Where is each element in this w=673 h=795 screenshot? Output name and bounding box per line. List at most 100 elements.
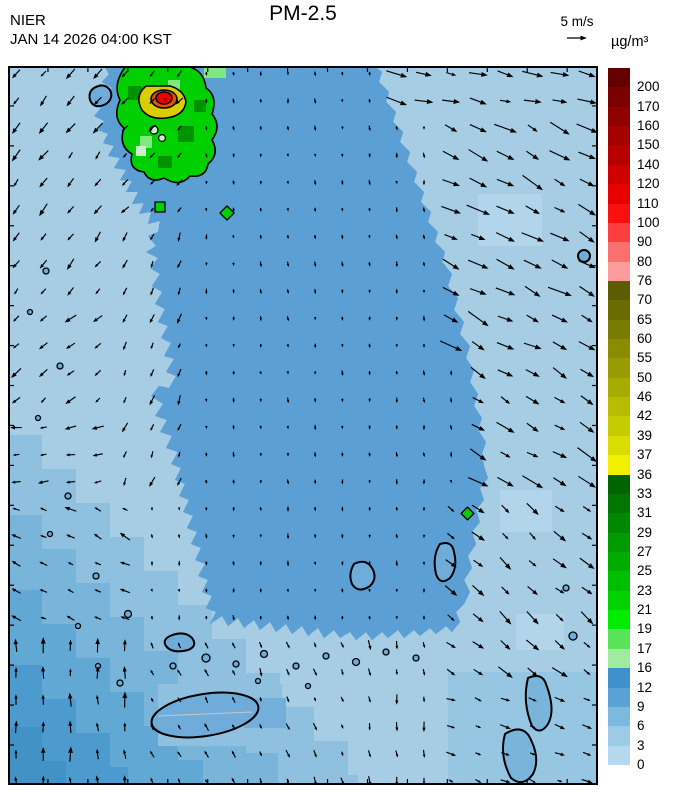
wind-arrow <box>94 507 102 512</box>
wind-arrow <box>177 368 182 378</box>
wind-arrow <box>313 479 317 485</box>
wind-arrow <box>123 451 127 459</box>
wind-arrow <box>313 642 317 648</box>
wind-arrow <box>368 179 371 186</box>
wind-arrow <box>547 286 572 297</box>
ulleungdo-island <box>577 249 591 263</box>
wind-arrow <box>341 588 344 594</box>
wind-arrow <box>14 667 18 678</box>
agency-label: NIER <box>10 12 46 29</box>
wind-arrow <box>368 289 371 294</box>
wind-arrow <box>149 750 155 758</box>
wind-arrow <box>368 370 371 376</box>
wind-arrow <box>528 697 537 702</box>
colorbar-segment: 76 <box>608 261 652 288</box>
wind-arrow <box>312 722 317 731</box>
wind-arrow <box>177 232 181 242</box>
wind-arrow <box>94 562 102 566</box>
wind-arrow <box>11 149 21 162</box>
colorbar-tick-label: 55 <box>637 350 653 366</box>
wind-arrow <box>68 151 73 159</box>
wind-arrow <box>93 480 102 484</box>
wind-arrow <box>259 588 262 594</box>
wind-arrow <box>232 451 235 458</box>
wind-arrow <box>11 368 22 378</box>
wind-arrow <box>95 637 100 653</box>
wind-arrow <box>368 153 371 158</box>
wind-arrow <box>496 178 515 187</box>
wind-arrow <box>95 397 101 403</box>
wind-arrow <box>422 615 426 621</box>
colorbar-tick-label: 150 <box>637 137 660 153</box>
wind-arrow <box>581 586 593 595</box>
wind-arrow <box>368 99 371 104</box>
colorbar-tick-label: 39 <box>637 427 653 443</box>
wind-arrow <box>313 424 317 431</box>
wind-arrow <box>422 207 426 213</box>
colorbar-segment: 42 <box>608 397 652 423</box>
wind-arrow <box>66 258 75 270</box>
wind-arrow <box>150 342 154 350</box>
colorbar-segment: 60 <box>608 319 652 346</box>
wind-arrow <box>66 370 75 376</box>
wind-arrow <box>313 207 317 213</box>
wind-arrow <box>499 556 512 570</box>
wind-arrow <box>178 560 181 567</box>
wind-arrow <box>259 534 262 538</box>
wind-arrow <box>554 206 566 213</box>
wind-arrow <box>313 697 316 702</box>
wind-arrow <box>526 422 539 432</box>
wind-arrow <box>231 724 236 730</box>
colorbar-segment: 0 <box>608 745 645 772</box>
wind-arrow <box>446 751 457 756</box>
wind-arrow <box>38 122 49 135</box>
wind-arrow <box>340 724 344 730</box>
wind-arrow <box>422 344 426 348</box>
wind-arrow <box>286 181 289 185</box>
wind-arrow <box>205 125 208 131</box>
wind-arrow <box>93 68 103 80</box>
wind-arrow <box>313 615 317 621</box>
wind-arrow <box>121 179 129 186</box>
wind-arrow <box>39 259 48 269</box>
wind-arrow <box>11 396 21 404</box>
wind-arrow <box>205 234 208 240</box>
wind-arrow <box>91 425 104 430</box>
wind-arrow <box>341 452 344 457</box>
wind-arrow <box>123 722 127 732</box>
wind-arrow <box>525 639 540 651</box>
wind-arrow <box>177 287 181 296</box>
units-label: µg/m³ <box>611 34 649 50</box>
wind-arrow <box>500 451 511 458</box>
wind-arrow <box>232 588 235 594</box>
wind-arrow <box>395 451 398 458</box>
wind-arrow <box>150 507 154 511</box>
wind-arrow <box>39 507 47 512</box>
wind-arrow <box>367 750 371 758</box>
wind-arrow <box>39 177 48 188</box>
wind-arrow <box>313 288 317 295</box>
wind-arrow <box>232 696 236 703</box>
wind-arrow <box>422 152 426 159</box>
wind-arrow <box>10 425 22 430</box>
wind-arrow <box>94 261 102 268</box>
colorbar-segment: 37 <box>608 435 652 462</box>
wind-arrow <box>368 425 371 430</box>
colorbar-tick-label: 42 <box>637 408 653 424</box>
wind-arrow <box>395 261 399 268</box>
wind-arrow <box>501 504 510 514</box>
wind-arrow <box>495 287 516 296</box>
wind-arrow <box>522 70 544 78</box>
wind-arrow <box>67 177 75 188</box>
wind-arrow <box>314 343 317 349</box>
wind-arrow <box>368 343 371 349</box>
wind-arrow <box>368 560 371 567</box>
colorbar-tick-label: 70 <box>637 292 653 308</box>
wind-arrow <box>65 480 76 484</box>
wind-arrow <box>176 179 183 186</box>
wind-arrow <box>368 452 371 458</box>
wind-arrow <box>259 153 263 158</box>
wind-arrow <box>313 561 317 566</box>
tsushima-island-south <box>502 728 538 784</box>
wind-arrow <box>92 453 103 457</box>
